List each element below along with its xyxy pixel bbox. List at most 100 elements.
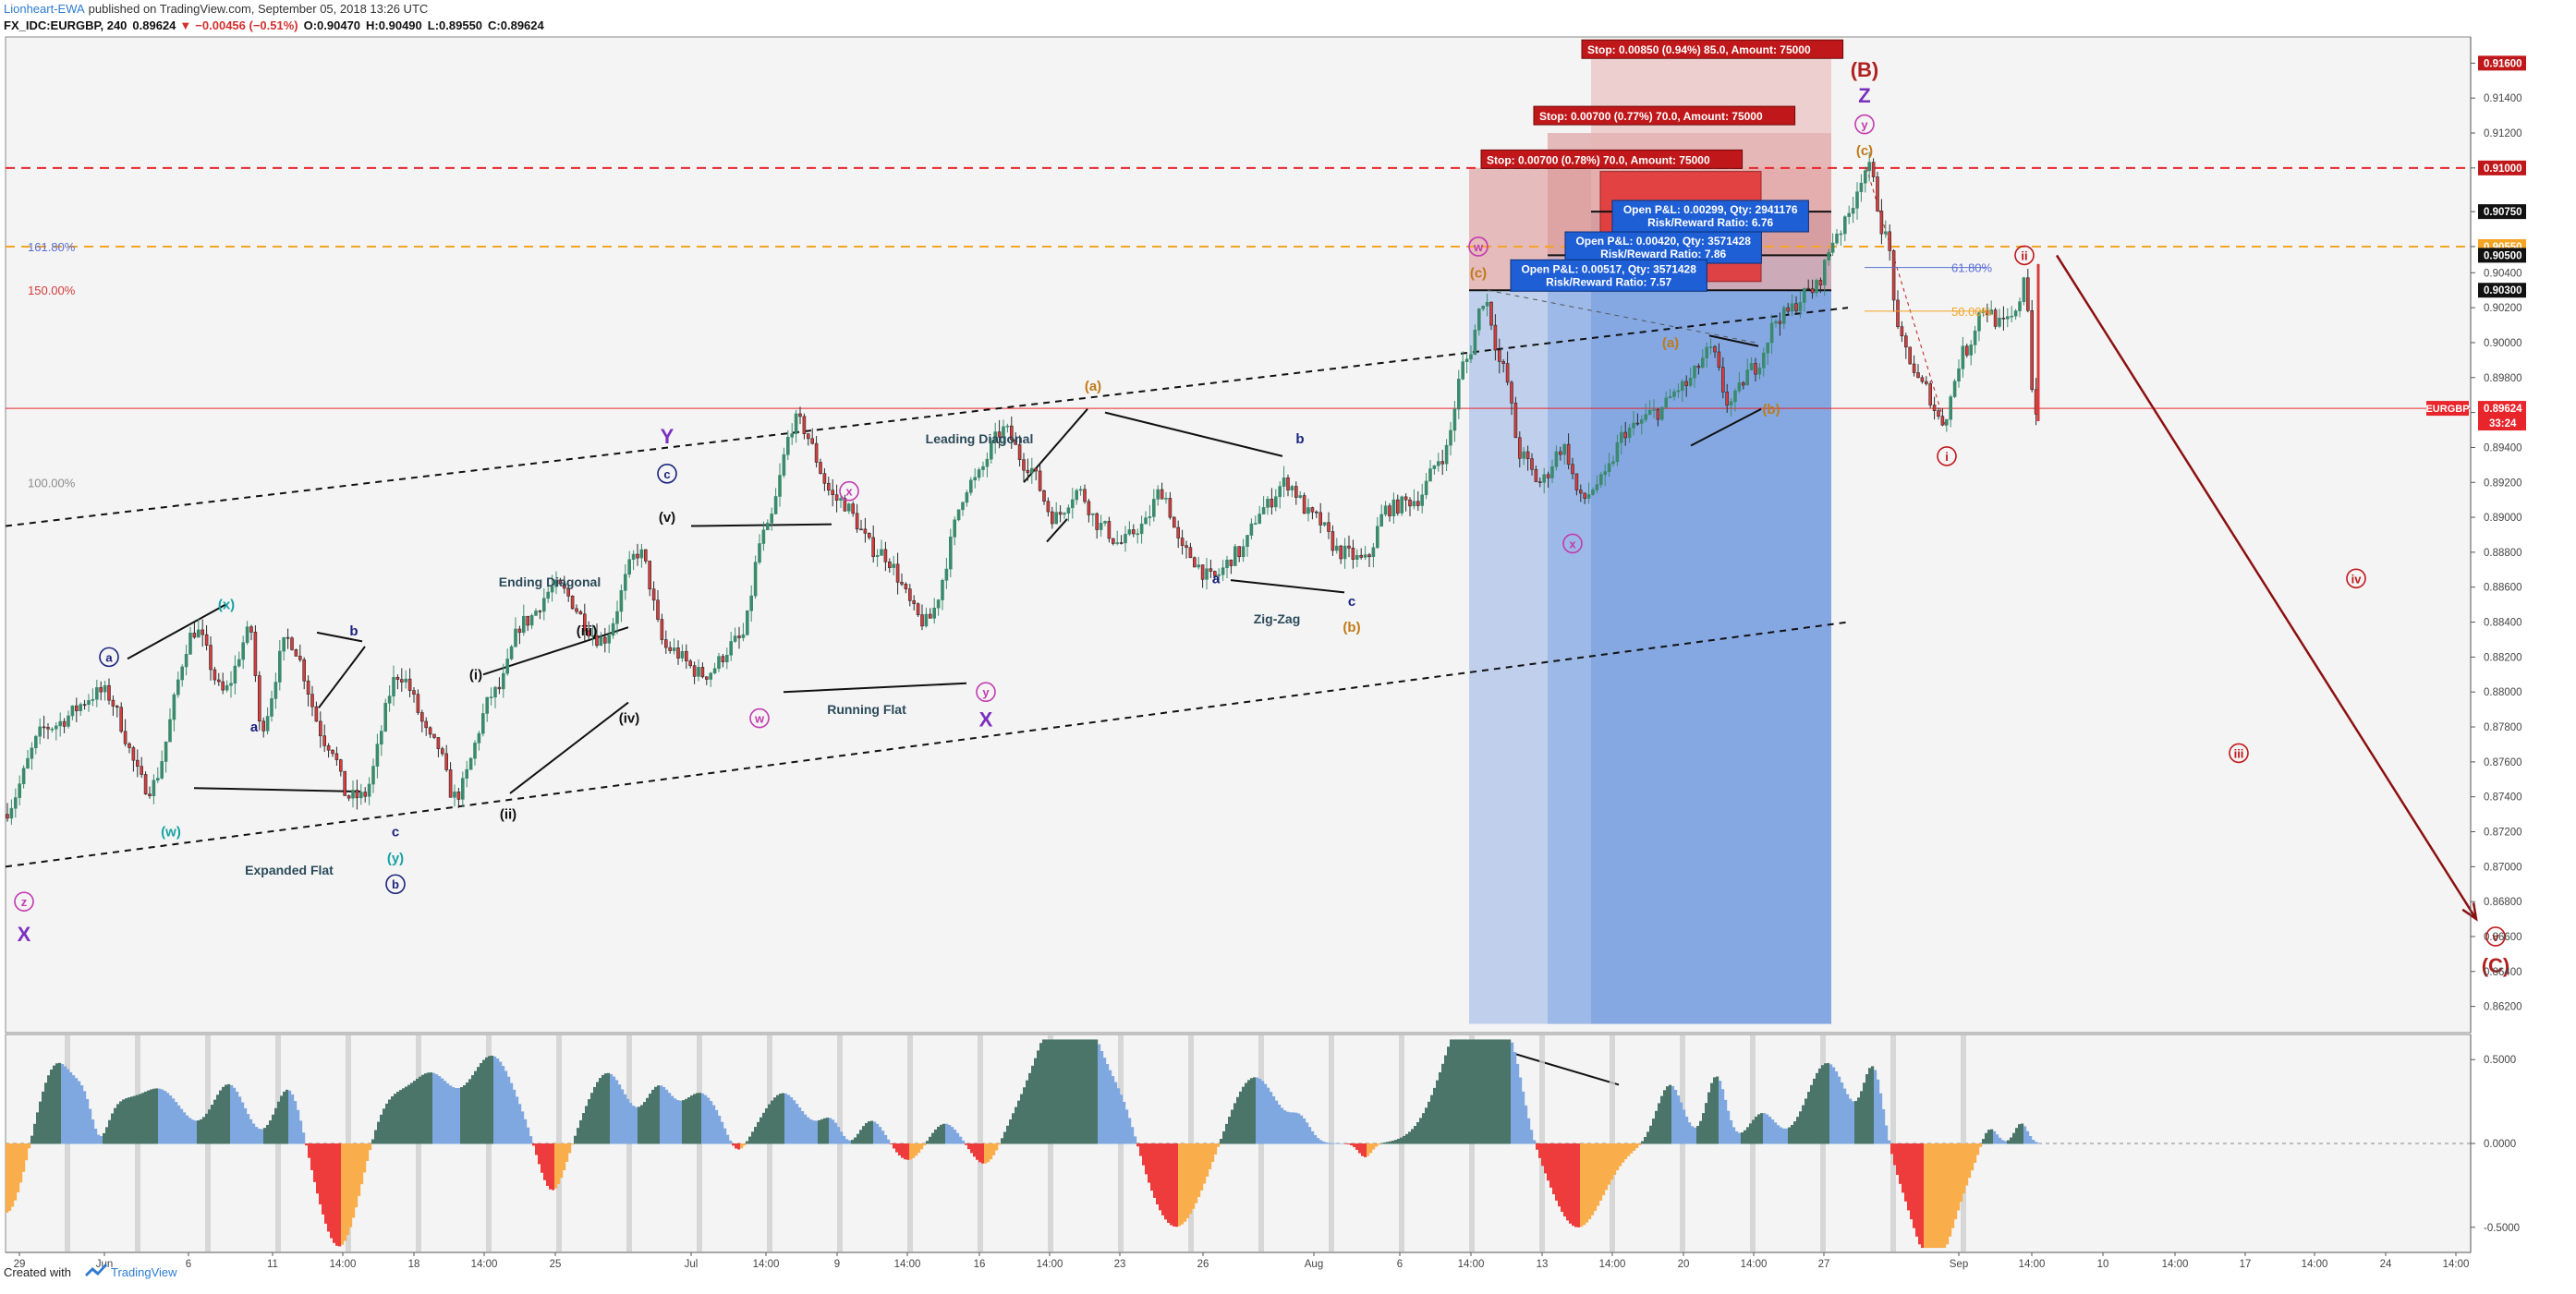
time-tick-label: 17 [2240, 1259, 2252, 1270]
oscillator-bar [638, 1107, 641, 1144]
candle [1815, 280, 1818, 294]
wave-label: y [982, 685, 990, 699]
candle [517, 628, 522, 634]
wave-label: b [392, 877, 399, 891]
oscillator-bar [585, 1106, 589, 1144]
oscillator-bar [604, 1073, 608, 1144]
candle [1538, 481, 1542, 483]
price-tick-label: 0.86400 [2484, 967, 2522, 978]
candle [2010, 315, 2013, 318]
oscillator-bar [1136, 1143, 1140, 1147]
candle [1347, 545, 1351, 549]
stop-label: Stop: 0.00850 (0.94%) 85.0, Amount: 7500… [1587, 43, 1811, 56]
oscillator-bar [1367, 1143, 1370, 1156]
candle [721, 656, 725, 662]
oscillator-bar [1890, 1143, 1894, 1155]
oscillator-bar [735, 1143, 738, 1149]
oscillator-bar [912, 1143, 916, 1158]
candle [806, 433, 810, 440]
stop-label: Stop: 0.00700 (0.78%) 70.0, Amount: 7500… [1487, 153, 1710, 166]
candle [334, 753, 339, 760]
oscillator-bar [338, 1143, 342, 1247]
candle [846, 503, 851, 512]
candle [1107, 521, 1112, 539]
oscillator-bar [851, 1140, 855, 1144]
oscillator-bar [1860, 1091, 1864, 1144]
time-tick-label: 14:00 [1458, 1259, 1485, 1270]
candle [225, 684, 229, 691]
candle [221, 681, 225, 691]
oscillator-bar [1627, 1143, 1631, 1156]
candle [1294, 486, 1298, 498]
time-axis[interactable]: 29 Jun 6 11 14:00 18 14:00 25 Jul 14:00 9 14:00 16 14… [6, 1252, 2471, 1270]
candle [1754, 363, 1757, 375]
oscillator-bar [28, 1143, 31, 1149]
oscillator-bar [1344, 1143, 1348, 1144]
candle [1928, 383, 1932, 405]
price-axis[interactable]: 0.91600 0.91400 0.91200 0.91000 0.90750 0.905… [2425, 37, 2526, 1033]
trendline [1230, 579, 1345, 594]
oscillator-bar [782, 1093, 785, 1144]
oscillator-bar [1561, 1143, 1564, 1212]
wave-label: x [845, 485, 853, 499]
candle [160, 761, 164, 779]
candle [1586, 494, 1591, 499]
oscillator-bar [61, 1064, 65, 1144]
candle [607, 635, 612, 644]
candle [684, 650, 688, 661]
candle [949, 537, 953, 570]
oscillator-bar [468, 1079, 472, 1144]
candle [265, 716, 270, 732]
oscillator-bar [471, 1075, 475, 1144]
oscillator-bar [521, 1111, 525, 1144]
candle [87, 700, 91, 706]
oscillator-bar [1533, 1140, 1537, 1144]
time-tick-label: 14:00 [1037, 1259, 1063, 1270]
wave-label-circle [976, 682, 996, 703]
oscillator-bar [89, 1108, 92, 1144]
oscillator-bar [1544, 1143, 1548, 1174]
oscillator-bar [676, 1100, 680, 1144]
oscillator-bar [541, 1143, 544, 1173]
oscillator-bar [1408, 1131, 1412, 1144]
candle [575, 608, 578, 612]
candle [1652, 409, 1656, 411]
oscillator-bar [1267, 1087, 1270, 1144]
oscillator-bar [1724, 1099, 1728, 1144]
oscillator-bar [1793, 1121, 1797, 1144]
oscillator-bar [252, 1123, 256, 1144]
candle [1550, 466, 1554, 478]
oscillator-bar [1993, 1131, 1997, 1144]
oscillator-bar [723, 1128, 727, 1144]
oscillator-bar [901, 1143, 905, 1158]
price-pane[interactable] [5, 36, 2472, 1034]
oscillator-axis[interactable]: 0.5000 0.0000 -0.5000 [2470, 1034, 2520, 1252]
oscillator-bar [147, 1090, 151, 1144]
publisher-link[interactable]: Lionheart-EWA [4, 2, 85, 16]
oscillator-bar [363, 1143, 367, 1173]
candle [456, 792, 461, 800]
tradingview-brand-link[interactable]: TradingView [111, 1265, 177, 1279]
candle [1379, 514, 1383, 527]
oscillator-bar [1361, 1143, 1365, 1156]
oscillator-bar [180, 1108, 184, 1144]
oscillator-bar [1810, 1084, 1814, 1144]
oscillator-bar [793, 1100, 796, 1144]
candle [95, 687, 99, 700]
candle [1620, 431, 1623, 443]
candle [875, 555, 880, 557]
oscillator-bar [47, 1075, 51, 1144]
oscillator-bar [1400, 1137, 1403, 1144]
candle [1993, 309, 1998, 327]
oscillator-bar [759, 1117, 763, 1144]
oscillator-bar [552, 1143, 555, 1191]
oscillator-bar [194, 1120, 198, 1144]
candle [1916, 372, 1920, 379]
candle [2026, 277, 2030, 311]
wave-label: w [1473, 240, 1484, 254]
wave-label: z [21, 895, 28, 909]
candle [1193, 557, 1197, 568]
candle [1546, 474, 1550, 478]
candle [648, 561, 652, 590]
oscillator-bar [1549, 1143, 1553, 1188]
